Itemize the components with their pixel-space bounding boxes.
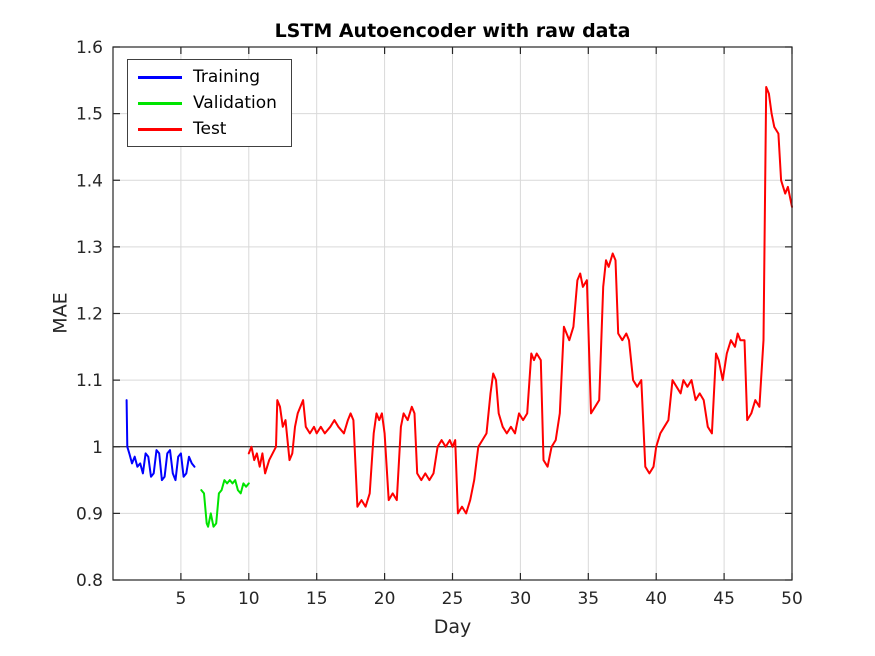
svg-text:50: 50: [781, 589, 803, 609]
svg-text:1: 1: [92, 438, 103, 458]
series-validation: [200, 479, 250, 528]
svg-text:40: 40: [645, 589, 667, 609]
svg-text:10: 10: [238, 589, 260, 609]
chart-title: LSTM Autoencoder with raw data: [274, 20, 631, 42]
validation-line-swatch: [138, 101, 182, 105]
svg-text:1.1: 1.1: [76, 371, 103, 391]
svg-text:30: 30: [510, 589, 532, 609]
svg-text:1.4: 1.4: [76, 171, 103, 191]
svg-text:1.2: 1.2: [76, 305, 103, 325]
series-training: [125, 399, 196, 482]
svg-text:25: 25: [442, 589, 464, 609]
svg-text:20: 20: [374, 589, 396, 609]
tick-marks: [113, 46, 793, 581]
legend-label-training: Training: [193, 67, 261, 87]
svg-text:0.9: 0.9: [76, 504, 103, 524]
y-axis-label: MAE: [49, 292, 72, 334]
training-line-swatch: [138, 75, 182, 79]
svg-text:5: 5: [175, 589, 186, 609]
legend-item-training: Training: [138, 67, 277, 87]
svg-text:1.6: 1.6: [76, 38, 103, 58]
legend-label-test: Test: [193, 119, 227, 139]
legend: Training Validation Test: [127, 59, 292, 147]
series-test: [247, 86, 793, 515]
svg-text:0.8: 0.8: [76, 571, 103, 591]
tick-labels: 5 10 15 20 25 30 35 40 45 50 0.8 0.9 1 1.1 1.2 1.3 1.4 1.…: [76, 38, 803, 609]
test-line-swatch: [138, 127, 182, 131]
svg-text:1.3: 1.3: [76, 238, 103, 258]
svg-text:15: 15: [306, 589, 328, 609]
svg-text:45: 45: [713, 589, 735, 609]
legend-item-test: Test: [138, 119, 277, 139]
svg-text:1.5: 1.5: [76, 105, 103, 125]
legend-label-validation: Validation: [193, 93, 277, 113]
legend-item-validation: Validation: [138, 93, 277, 113]
x-axis-label: Day: [433, 616, 472, 638]
svg-text:35: 35: [577, 589, 599, 609]
